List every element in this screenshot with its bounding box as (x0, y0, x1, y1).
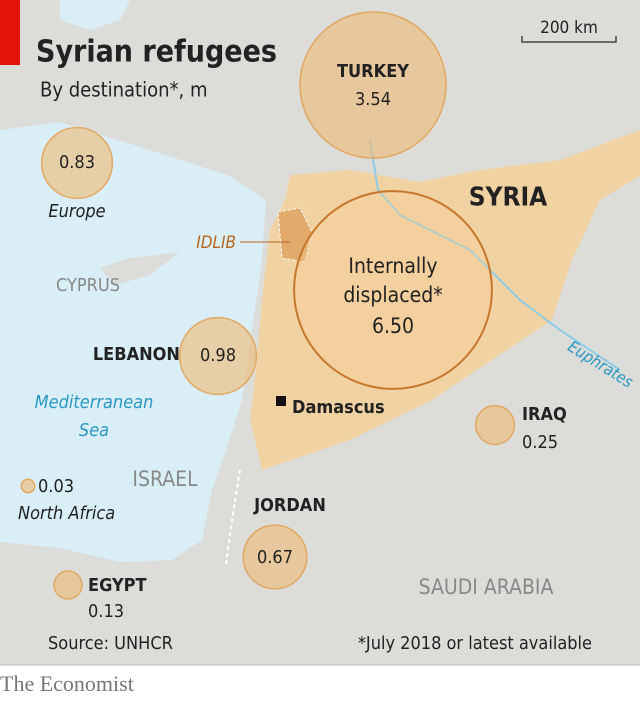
sea-north (60, 0, 130, 30)
bubble-name: displaced* (343, 283, 442, 307)
bubble (178, 316, 258, 396)
bubble (299, 11, 447, 159)
value-label: 3.54 (355, 89, 391, 110)
border (225, 469, 241, 566)
place-label: ISRAEL (132, 467, 198, 491)
scale-bar (521, 36, 617, 43)
place-label: Mediterranean (35, 392, 154, 413)
bubble (53, 570, 83, 600)
bubble (40, 126, 114, 200)
bubble (20, 478, 36, 494)
bubble (293, 190, 493, 390)
value-label: 6.50 (372, 314, 414, 338)
brand-flag (0, 0, 20, 65)
bubble (242, 524, 308, 590)
brand: The Economist (0, 671, 134, 696)
place-label: IDLIB (196, 233, 236, 253)
bubble-name: Europe (48, 201, 105, 222)
place-label: Sea (79, 420, 109, 441)
sea (0, 122, 266, 562)
bubble-name: JORDAN (253, 495, 326, 516)
bubble (474, 404, 516, 446)
title: Syrian refugees (36, 35, 277, 70)
capital-marker (276, 396, 286, 406)
bubble-name: TURKEY (337, 61, 409, 82)
place-label: SAUDI ARABIA (419, 575, 554, 599)
bubble-name: IRAQ (522, 404, 567, 425)
value-label: 0.03 (38, 476, 74, 497)
footnote: *July 2018 or latest available (358, 633, 592, 654)
value-label: 0.98 (200, 345, 236, 366)
bubble-name: Internally (348, 254, 437, 278)
place-label: CYPRUS (56, 275, 120, 296)
source: Source: UNHCR (48, 633, 173, 654)
syria-area (250, 130, 640, 470)
cyprus-island (100, 252, 180, 285)
river (369, 139, 621, 371)
bubbles (20, 11, 516, 600)
value-label: 0.67 (257, 547, 293, 568)
subtitle: By destination*, m (40, 78, 207, 102)
bubble-name: North Africa (18, 503, 115, 524)
place-label: SYRIA (469, 183, 548, 213)
value-label: 0.25 (522, 432, 558, 453)
scale-label: 200 km (540, 18, 598, 38)
value-label: 0.13 (88, 601, 124, 622)
place-label: Damascus (292, 397, 385, 418)
value-label: 0.83 (59, 152, 95, 173)
bubble-name: EGYPT (88, 575, 147, 596)
bubble-name: LEBANON (93, 344, 180, 365)
